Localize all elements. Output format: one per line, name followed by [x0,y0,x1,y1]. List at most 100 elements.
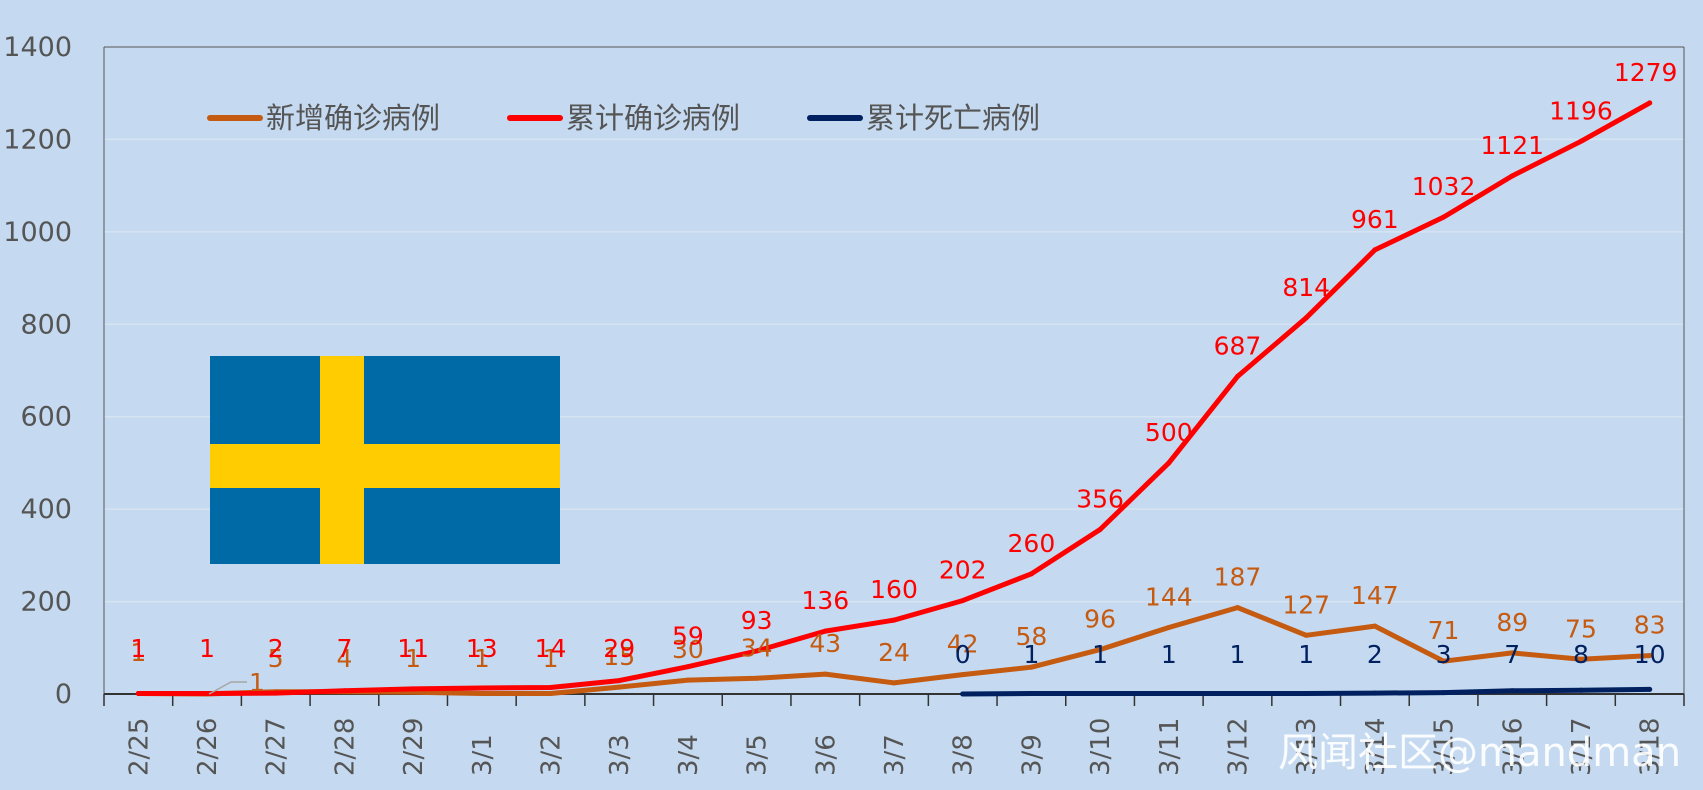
data-point-0 [1509,650,1515,656]
data-label-1: 260 [1008,529,1056,558]
data-label-1: 2 [268,634,284,663]
legend: 新增确诊病例 累计确诊病例 累计死亡病例 [207,101,1040,135]
data-label-1: 500 [1145,418,1193,447]
data-point-1 [754,648,760,654]
data-point-2 [1441,690,1447,696]
x-tick-label: 3/1 [468,734,498,776]
data-point-1 [1166,460,1172,466]
data-point-0 [479,691,485,697]
data-point-0 [822,671,828,677]
data-point-1 [135,691,141,697]
data-point-2 [1097,691,1103,697]
data-label-0: 1 [543,644,559,673]
data-point-2 [1509,688,1515,694]
data-label-0: 1 [130,638,146,667]
x-tick-label: 3/3 [605,734,635,776]
data-label-0: 187 [1214,563,1262,592]
data-point-0 [960,672,966,678]
data-label-1: 202 [939,556,987,585]
data-label-0: 34 [741,633,773,662]
x-tick-label: 3/4 [674,734,704,776]
x-tick-label: 2/28 [330,718,360,776]
data-label-1: 136 [801,586,849,615]
data-label-0: 71 [1428,616,1460,645]
data-label-2: 1 [1161,640,1177,669]
data-point-0 [1097,647,1103,653]
sweden-flag-icon [210,356,560,564]
data-point-1 [204,691,210,697]
data-point-2 [1166,691,1172,697]
y-tick-label: 1000 [3,217,72,248]
data-point-1 [548,685,554,691]
x-tick-label: 3/11 [1155,718,1185,776]
data-point-0 [685,677,691,683]
data-point-1 [410,686,416,692]
y-tick-label: 1200 [3,124,72,155]
flag-cross-horizontal [210,444,560,488]
data-point-2 [1647,686,1653,692]
y-tick-label: 800 [20,309,72,340]
x-tick-label: 2/29 [399,718,429,776]
data-point-1 [341,688,347,694]
legend-label-2: 累计死亡病例 [866,101,1040,135]
data-label-1: 687 [1214,332,1262,361]
data-label-0: 43 [809,629,841,658]
y-tick-label: 1400 [3,32,72,63]
y-tick-label: 200 [20,587,72,618]
data-point-2 [1028,691,1034,697]
data-point-2 [1372,690,1378,696]
data-label-1: 14 [535,634,567,663]
data-point-2 [960,691,966,697]
data-point-2 [1303,691,1309,697]
data-point-2 [1578,687,1584,693]
data-label-2: 10 [1634,640,1666,669]
data-label-0: 58 [1015,622,1047,651]
data-label-2: 1 [1023,640,1039,669]
data-point-0 [1303,632,1309,638]
callout-leader-line [208,681,248,695]
data-label-1: 93 [741,606,773,635]
data-label-1: 7 [336,634,352,663]
data-label-1: 29 [603,634,635,663]
x-tick-label: 3/17 [1567,718,1597,776]
x-tick-label: 3/16 [1498,718,1528,776]
data-label-1: 961 [1351,205,1399,234]
x-tick-label: 3/12 [1223,718,1253,776]
data-point-0 [1441,658,1447,664]
legend-label-1: 累计确诊病例 [566,101,740,135]
data-label-2: 1 [1092,640,1108,669]
x-tick-label: 3/8 [949,734,979,776]
y-tick-label: 600 [20,402,72,433]
data-label-1: 1121 [1480,131,1544,160]
data-point-1 [273,690,279,696]
data-label-1: 160 [870,575,918,604]
data-label-callout: 1 [249,668,265,697]
data-point-0 [616,684,622,690]
data-label-0: 96 [1084,605,1116,634]
x-tick-label: 3/13 [1292,718,1322,776]
data-point-1 [616,678,622,684]
data-point-0 [1647,653,1653,659]
data-point-1 [1441,214,1447,220]
data-label-1: 1 [199,634,215,663]
data-label-2: 2 [1367,640,1383,669]
x-tick-label: 2/26 [193,718,223,776]
data-label-2: 8 [1573,640,1589,669]
data-label-2: 1 [1298,640,1314,669]
data-point-0 [754,675,760,681]
y-tick-label: 400 [20,494,72,525]
x-tick-label: 3/2 [537,734,567,776]
data-point-1 [1303,315,1309,321]
data-point-1 [685,664,691,670]
data-label-0: 15 [603,642,635,671]
x-tick-label: 3/6 [811,734,841,776]
data-label-1: 356 [1076,484,1124,513]
data-label-1: 814 [1282,273,1330,302]
data-label-0: 1 [474,644,490,673]
data-point-1 [891,617,897,623]
data-label-0: 147 [1351,581,1399,610]
data-point-0 [891,680,897,686]
